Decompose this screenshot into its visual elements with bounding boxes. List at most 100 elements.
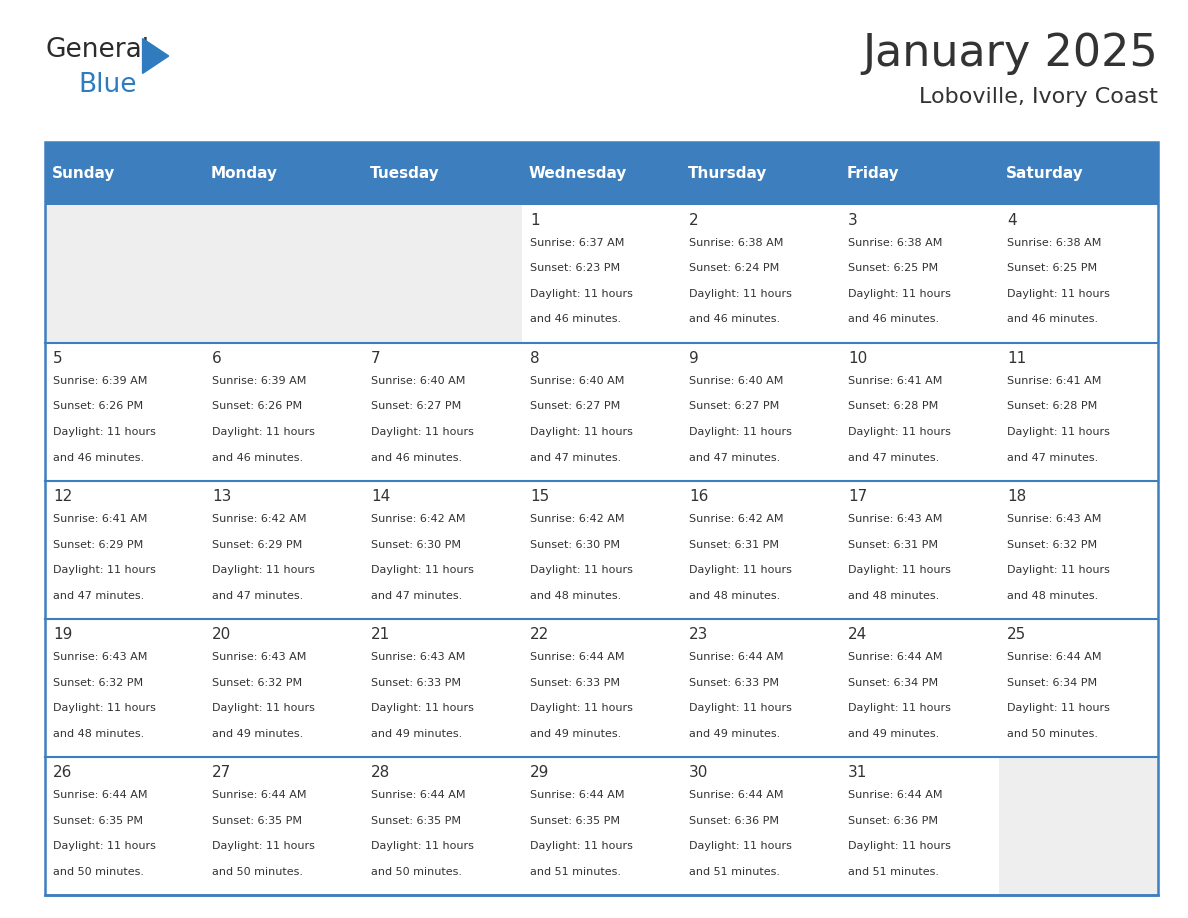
Text: 28: 28 [371, 766, 391, 780]
Text: Daylight: 11 hours: Daylight: 11 hours [530, 565, 633, 575]
Bar [204, 205, 364, 342]
Bar [204, 619, 364, 757]
Text: Sunset: 6:30 PM: Sunset: 6:30 PM [530, 540, 620, 550]
Bar [45, 205, 204, 342]
Text: 17: 17 [848, 489, 867, 504]
Bar [523, 619, 681, 757]
Text: 22: 22 [530, 627, 549, 643]
Text: 10: 10 [848, 351, 867, 366]
Text: 26: 26 [53, 766, 72, 780]
Text: Sunset: 6:32 PM: Sunset: 6:32 PM [1007, 540, 1098, 550]
Text: and 49 minutes.: and 49 minutes. [848, 729, 940, 739]
Text: Sunrise: 6:43 AM: Sunrise: 6:43 AM [371, 652, 466, 662]
Text: 20: 20 [213, 627, 232, 643]
Text: Blue: Blue [78, 72, 137, 97]
Bar [204, 342, 364, 481]
Bar [999, 142, 1158, 205]
Text: Wednesday: Wednesday [529, 166, 627, 181]
Text: 11: 11 [1007, 351, 1026, 366]
Bar [681, 142, 840, 205]
Bar [840, 142, 999, 205]
Text: and 48 minutes.: and 48 minutes. [530, 590, 621, 600]
Text: 12: 12 [53, 489, 72, 504]
Bar [681, 342, 840, 481]
Bar [45, 142, 204, 205]
Text: Daylight: 11 hours: Daylight: 11 hours [848, 289, 952, 299]
Text: and 48 minutes.: and 48 minutes. [53, 729, 145, 739]
Text: Daylight: 11 hours: Daylight: 11 hours [53, 703, 156, 713]
Bar [999, 342, 1158, 481]
Text: Daylight: 11 hours: Daylight: 11 hours [213, 427, 315, 437]
Text: 25: 25 [1007, 627, 1026, 643]
Text: Sunset: 6:31 PM: Sunset: 6:31 PM [689, 540, 779, 550]
Text: and 48 minutes.: and 48 minutes. [848, 590, 940, 600]
Text: Sunrise: 6:44 AM: Sunrise: 6:44 AM [530, 652, 625, 662]
Text: 13: 13 [213, 489, 232, 504]
Bar [45, 342, 204, 481]
Text: and 50 minutes.: and 50 minutes. [213, 867, 303, 877]
Bar [204, 481, 364, 619]
Text: Sunday: Sunday [51, 166, 115, 181]
Text: and 47 minutes.: and 47 minutes. [1007, 453, 1099, 463]
Text: and 49 minutes.: and 49 minutes. [213, 729, 303, 739]
Text: Daylight: 11 hours: Daylight: 11 hours [689, 703, 792, 713]
Bar [364, 619, 523, 757]
Text: Sunrise: 6:44 AM: Sunrise: 6:44 AM [689, 790, 784, 800]
Bar [45, 619, 204, 757]
Text: Sunset: 6:25 PM: Sunset: 6:25 PM [1007, 263, 1098, 274]
Text: Sunrise: 6:44 AM: Sunrise: 6:44 AM [53, 790, 147, 800]
Text: Sunrise: 6:43 AM: Sunrise: 6:43 AM [53, 652, 147, 662]
Text: Daylight: 11 hours: Daylight: 11 hours [530, 427, 633, 437]
Text: and 49 minutes.: and 49 minutes. [530, 729, 621, 739]
Text: and 51 minutes.: and 51 minutes. [530, 867, 621, 877]
Text: 30: 30 [689, 766, 708, 780]
Bar [840, 342, 999, 481]
Text: Sunset: 6:36 PM: Sunset: 6:36 PM [848, 816, 939, 825]
Text: 8: 8 [530, 351, 539, 366]
Text: Daylight: 11 hours: Daylight: 11 hours [213, 703, 315, 713]
Text: Sunset: 6:26 PM: Sunset: 6:26 PM [53, 401, 144, 411]
Text: 9: 9 [689, 351, 699, 366]
Bar [523, 481, 681, 619]
Text: Sunrise: 6:42 AM: Sunrise: 6:42 AM [213, 514, 307, 524]
Text: and 47 minutes.: and 47 minutes. [53, 590, 145, 600]
Bar [45, 142, 1158, 895]
Text: Sunrise: 6:44 AM: Sunrise: 6:44 AM [848, 790, 943, 800]
Text: 21: 21 [371, 627, 391, 643]
Text: 15: 15 [530, 489, 549, 504]
Text: Sunrise: 6:43 AM: Sunrise: 6:43 AM [848, 514, 942, 524]
Bar [45, 481, 204, 619]
Text: Friday: Friday [847, 166, 899, 181]
Bar [840, 205, 999, 342]
Text: 29: 29 [530, 766, 550, 780]
Text: Daylight: 11 hours: Daylight: 11 hours [213, 841, 315, 851]
Text: Daylight: 11 hours: Daylight: 11 hours [689, 841, 792, 851]
Bar [364, 342, 523, 481]
Text: 24: 24 [848, 627, 867, 643]
Bar [364, 757, 523, 895]
Text: 16: 16 [689, 489, 708, 504]
Text: Sunset: 6:31 PM: Sunset: 6:31 PM [848, 540, 939, 550]
Text: 19: 19 [53, 627, 72, 643]
Text: Daylight: 11 hours: Daylight: 11 hours [848, 703, 952, 713]
Bar [999, 481, 1158, 619]
Bar [840, 619, 999, 757]
Text: 27: 27 [213, 766, 232, 780]
Text: Sunrise: 6:43 AM: Sunrise: 6:43 AM [213, 652, 307, 662]
Text: and 48 minutes.: and 48 minutes. [1007, 590, 1099, 600]
Text: Sunset: 6:30 PM: Sunset: 6:30 PM [371, 540, 461, 550]
Text: Sunset: 6:26 PM: Sunset: 6:26 PM [213, 401, 302, 411]
Text: and 46 minutes.: and 46 minutes. [530, 315, 621, 324]
Text: 3: 3 [848, 213, 858, 228]
Bar [523, 205, 681, 342]
Text: and 49 minutes.: and 49 minutes. [371, 729, 462, 739]
Bar [999, 205, 1158, 342]
Text: Daylight: 11 hours: Daylight: 11 hours [1007, 565, 1110, 575]
Text: Sunset: 6:29 PM: Sunset: 6:29 PM [53, 540, 144, 550]
Text: 4: 4 [1007, 213, 1017, 228]
Text: 14: 14 [371, 489, 391, 504]
Text: Sunset: 6:27 PM: Sunset: 6:27 PM [530, 401, 620, 411]
Text: Sunrise: 6:38 AM: Sunrise: 6:38 AM [689, 238, 784, 248]
Bar [204, 757, 364, 895]
Text: Sunrise: 6:41 AM: Sunrise: 6:41 AM [53, 514, 147, 524]
